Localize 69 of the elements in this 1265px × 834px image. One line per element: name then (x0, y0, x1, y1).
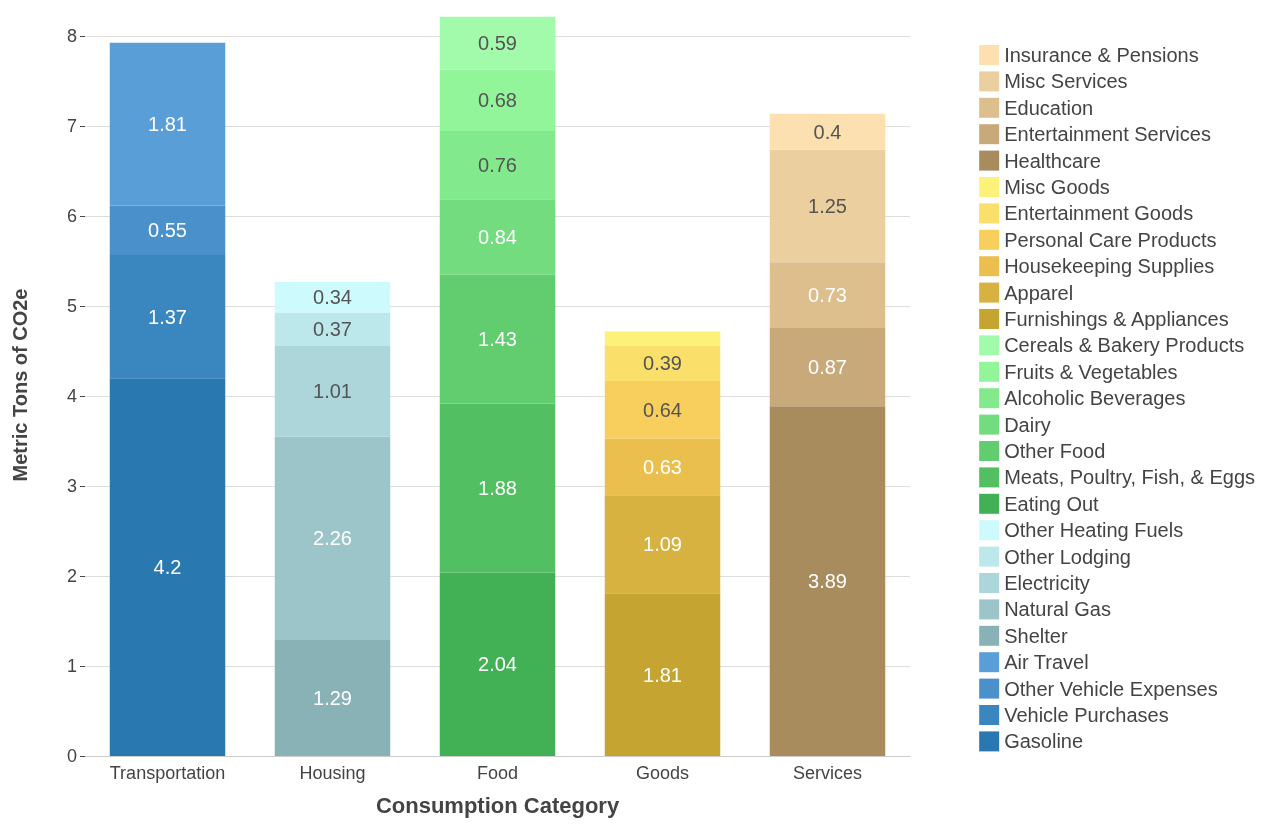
legend-label: Electricity (1004, 572, 1090, 594)
legend-label: Gasoline (1004, 730, 1084, 753)
y-tick-label: 0 (66, 746, 77, 766)
legend-label: Dairy (1004, 413, 1051, 436)
y-tick-label: 4 (66, 386, 77, 407)
legend-label: Fruits & Vegetables (1004, 360, 1178, 383)
data-label: 0.87 (808, 356, 847, 379)
legend-label: Shelter (1004, 624, 1068, 647)
data-label: 1.29 (313, 686, 352, 709)
legend-label: Other Heating Fuels (1004, 519, 1184, 542)
data-label: 3.89 (808, 570, 847, 593)
data-label: 0.4 (813, 120, 842, 143)
legend-label: Apparel (1004, 281, 1074, 304)
y-tick-label: 2 (66, 566, 77, 587)
data-label: 1.81 (148, 113, 187, 136)
y-axis-title: Metric Tons of CO2e (9, 288, 31, 482)
legend-label: Cereals & Bakery Products (1004, 334, 1245, 357)
y-tick-label: 6 (66, 206, 77, 227)
data-label: 0.39 (643, 352, 682, 375)
y-tick-label: 8 (66, 26, 77, 47)
legend-label: Housekeeping Supplies (1004, 255, 1215, 278)
data-label: 4.2 (153, 556, 182, 579)
legend-label: Other Lodging (1004, 545, 1131, 568)
data-label: 1.43 (478, 328, 517, 351)
x-axis-title: Consumption Category (375, 792, 620, 818)
legend-label: Misc Goods (1004, 176, 1110, 198)
legend-label: Eating Out (1004, 492, 1100, 515)
data-label: 1.81 (643, 663, 682, 686)
y-tick-label: 3 (66, 476, 77, 497)
data-label: 1.09 (643, 533, 682, 556)
legend-label: Meats, Poultry, Fish, & Eggs (1004, 466, 1256, 489)
data-label: 0.64 (643, 398, 682, 421)
x-tick-label: Services (792, 763, 863, 783)
legend-label: Other Food (1004, 440, 1106, 462)
legend-label: Insurance & Pensions (1004, 44, 1199, 66)
data-label: 0.84 (478, 226, 517, 249)
legend-label: Other Vehicle Expenses (1004, 677, 1218, 700)
x-tick-label: Food (476, 763, 519, 783)
y-tick-label: 7 (66, 116, 77, 137)
legend-label: Healthcare (1004, 149, 1101, 172)
x-tick-label: Goods (635, 763, 690, 783)
y-tick-label: 1 (66, 656, 77, 677)
legend-label: Misc Services (1004, 70, 1128, 93)
legend-label: Personal Care Products (1004, 228, 1217, 251)
data-label: 1.88 (478, 476, 517, 499)
data-label: 2.04 (478, 653, 517, 676)
x-tick-label: Housing (299, 763, 366, 783)
data-label: 0.34 (313, 286, 352, 309)
data-label: 0.73 (808, 284, 847, 307)
data-label: 1.01 (313, 380, 352, 403)
legend-label: Furnishings & Appliances (1004, 308, 1229, 330)
legend-label: Air Travel (1004, 651, 1089, 674)
data-label: 2.26 (313, 527, 352, 550)
legend-label: Education (1004, 96, 1094, 119)
data-label: 0.37 (313, 318, 352, 341)
data-label: 0.68 (478, 89, 517, 112)
legend-label: Entertainment Services (1004, 123, 1211, 146)
data-label: 1.25 (808, 195, 847, 218)
data-label: 0.55 (148, 219, 187, 242)
legend-label: Natural Gas (1004, 598, 1111, 621)
x-tick-label: Transportation (109, 763, 226, 783)
data-label: 1.37 (148, 305, 187, 328)
y-tick-label: 5 (66, 296, 77, 317)
legend-label: Vehicle Purchases (1004, 704, 1169, 726)
legend-label: Alcoholic Beverages (1004, 387, 1186, 410)
data-label: 0.76 (478, 154, 517, 177)
legend-label: Entertainment Goods (1004, 202, 1194, 225)
data-label: 0.59 (478, 32, 517, 55)
data-label: 0.63 (643, 455, 682, 478)
